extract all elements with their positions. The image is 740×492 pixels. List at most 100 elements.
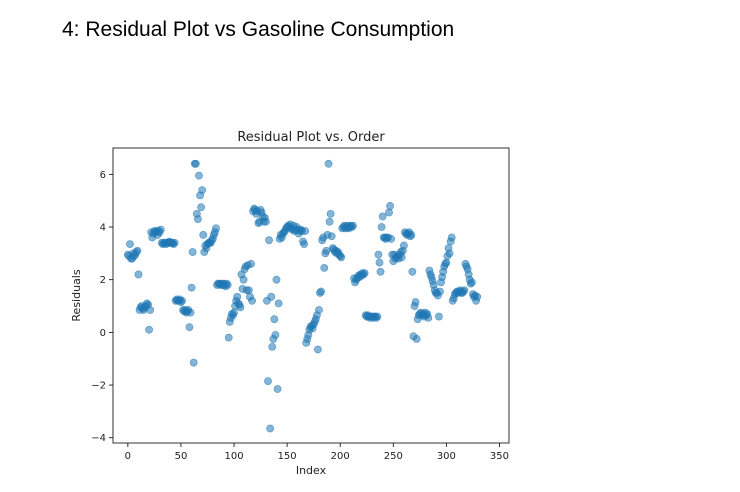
data-point bbox=[337, 253, 346, 262]
data-point bbox=[447, 233, 456, 242]
data-points bbox=[123, 159, 482, 433]
data-point bbox=[223, 281, 232, 289]
x-tick-label: 350 bbox=[490, 451, 509, 462]
data-point bbox=[324, 159, 333, 168]
data-point bbox=[126, 240, 134, 249]
data-point bbox=[313, 345, 322, 354]
data-point bbox=[156, 225, 165, 234]
data-point bbox=[199, 231, 208, 239]
x-axis-label: Index bbox=[296, 464, 327, 477]
data-point bbox=[315, 306, 323, 314]
data-point bbox=[424, 313, 433, 322]
data-point bbox=[195, 171, 203, 180]
data-point bbox=[375, 258, 384, 267]
y-axis-label: Residuals bbox=[70, 269, 83, 321]
data-point bbox=[265, 236, 273, 245]
data-point bbox=[267, 292, 276, 301]
data-point bbox=[272, 275, 281, 284]
y-tick-label: 2 bbox=[100, 275, 106, 286]
data-point bbox=[224, 333, 233, 342]
x-tick-label: 0 bbox=[125, 451, 131, 462]
chart-title: Residual Plot vs. Order bbox=[237, 130, 385, 145]
data-point bbox=[327, 232, 336, 241]
data-point bbox=[194, 215, 202, 224]
data-point bbox=[188, 248, 197, 256]
data-point bbox=[248, 296, 256, 305]
data-point bbox=[185, 323, 194, 332]
data-point bbox=[197, 203, 206, 212]
data-point bbox=[178, 296, 186, 305]
plot-area bbox=[112, 147, 510, 444]
data-point bbox=[445, 249, 454, 258]
data-point bbox=[377, 223, 386, 231]
data-point bbox=[189, 358, 198, 367]
data-point bbox=[187, 283, 196, 292]
data-point bbox=[325, 217, 334, 226]
data-point bbox=[134, 270, 143, 279]
data-point bbox=[320, 263, 329, 272]
y-tick-label: −2 bbox=[91, 381, 106, 392]
data-point bbox=[386, 202, 394, 210]
y-tick-label: 0 bbox=[100, 328, 106, 339]
data-point bbox=[411, 298, 420, 306]
data-point bbox=[198, 186, 207, 195]
x-tick-label: 100 bbox=[224, 451, 243, 462]
data-point bbox=[236, 303, 245, 312]
y-tick-label: 4 bbox=[100, 223, 106, 234]
x-tick-label: 200 bbox=[331, 451, 350, 462]
data-point bbox=[268, 342, 277, 351]
data-point bbox=[317, 287, 325, 296]
y-axis-ticks: −4 −2 0 2 4 6 bbox=[91, 170, 113, 444]
data-point bbox=[145, 325, 153, 334]
data-point bbox=[264, 377, 272, 385]
x-tick-label: 250 bbox=[384, 451, 403, 462]
data-point bbox=[326, 209, 335, 218]
x-axis-ticks: 0 50 100 150 200 250 300 350 bbox=[125, 443, 509, 462]
data-point bbox=[212, 224, 220, 233]
data-point bbox=[244, 286, 253, 295]
data-point bbox=[274, 299, 283, 308]
data-point bbox=[385, 208, 393, 217]
data-point bbox=[387, 234, 396, 243]
data-point bbox=[397, 253, 406, 262]
y-tick-label: −4 bbox=[91, 433, 106, 444]
page-title: 4: Residual Plot vs Gasoline Consumption bbox=[62, 18, 455, 41]
data-point bbox=[412, 335, 421, 343]
data-point bbox=[146, 306, 155, 314]
data-point bbox=[376, 267, 385, 276]
data-point bbox=[374, 250, 383, 259]
data-point bbox=[133, 246, 142, 255]
data-point bbox=[191, 159, 200, 168]
x-tick-label: 50 bbox=[175, 451, 188, 462]
data-point bbox=[300, 240, 308, 249]
plot-frame bbox=[112, 147, 510, 444]
data-point bbox=[349, 221, 357, 230]
data-point bbox=[301, 227, 310, 235]
data-point bbox=[271, 331, 280, 339]
data-point bbox=[442, 258, 451, 267]
data-point bbox=[460, 286, 469, 295]
data-point bbox=[435, 312, 443, 321]
x-tick-label: 150 bbox=[278, 451, 297, 462]
data-point bbox=[273, 385, 282, 393]
data-point bbox=[407, 231, 416, 239]
data-point bbox=[170, 238, 179, 247]
data-point bbox=[467, 278, 476, 287]
y-tick-label: 6 bbox=[100, 170, 106, 181]
data-point bbox=[270, 315, 279, 324]
x-tick-label: 300 bbox=[437, 451, 456, 462]
data-point bbox=[360, 269, 369, 278]
data-point bbox=[233, 292, 242, 301]
data-point bbox=[408, 267, 417, 276]
data-point bbox=[399, 241, 408, 250]
data-point bbox=[239, 275, 248, 284]
data-point bbox=[261, 217, 270, 226]
data-point bbox=[378, 212, 387, 221]
data-point bbox=[473, 292, 482, 301]
data-point bbox=[186, 308, 195, 317]
data-point bbox=[247, 259, 255, 268]
data-point bbox=[436, 287, 444, 296]
data-point bbox=[373, 312, 382, 321]
data-point bbox=[230, 308, 238, 317]
